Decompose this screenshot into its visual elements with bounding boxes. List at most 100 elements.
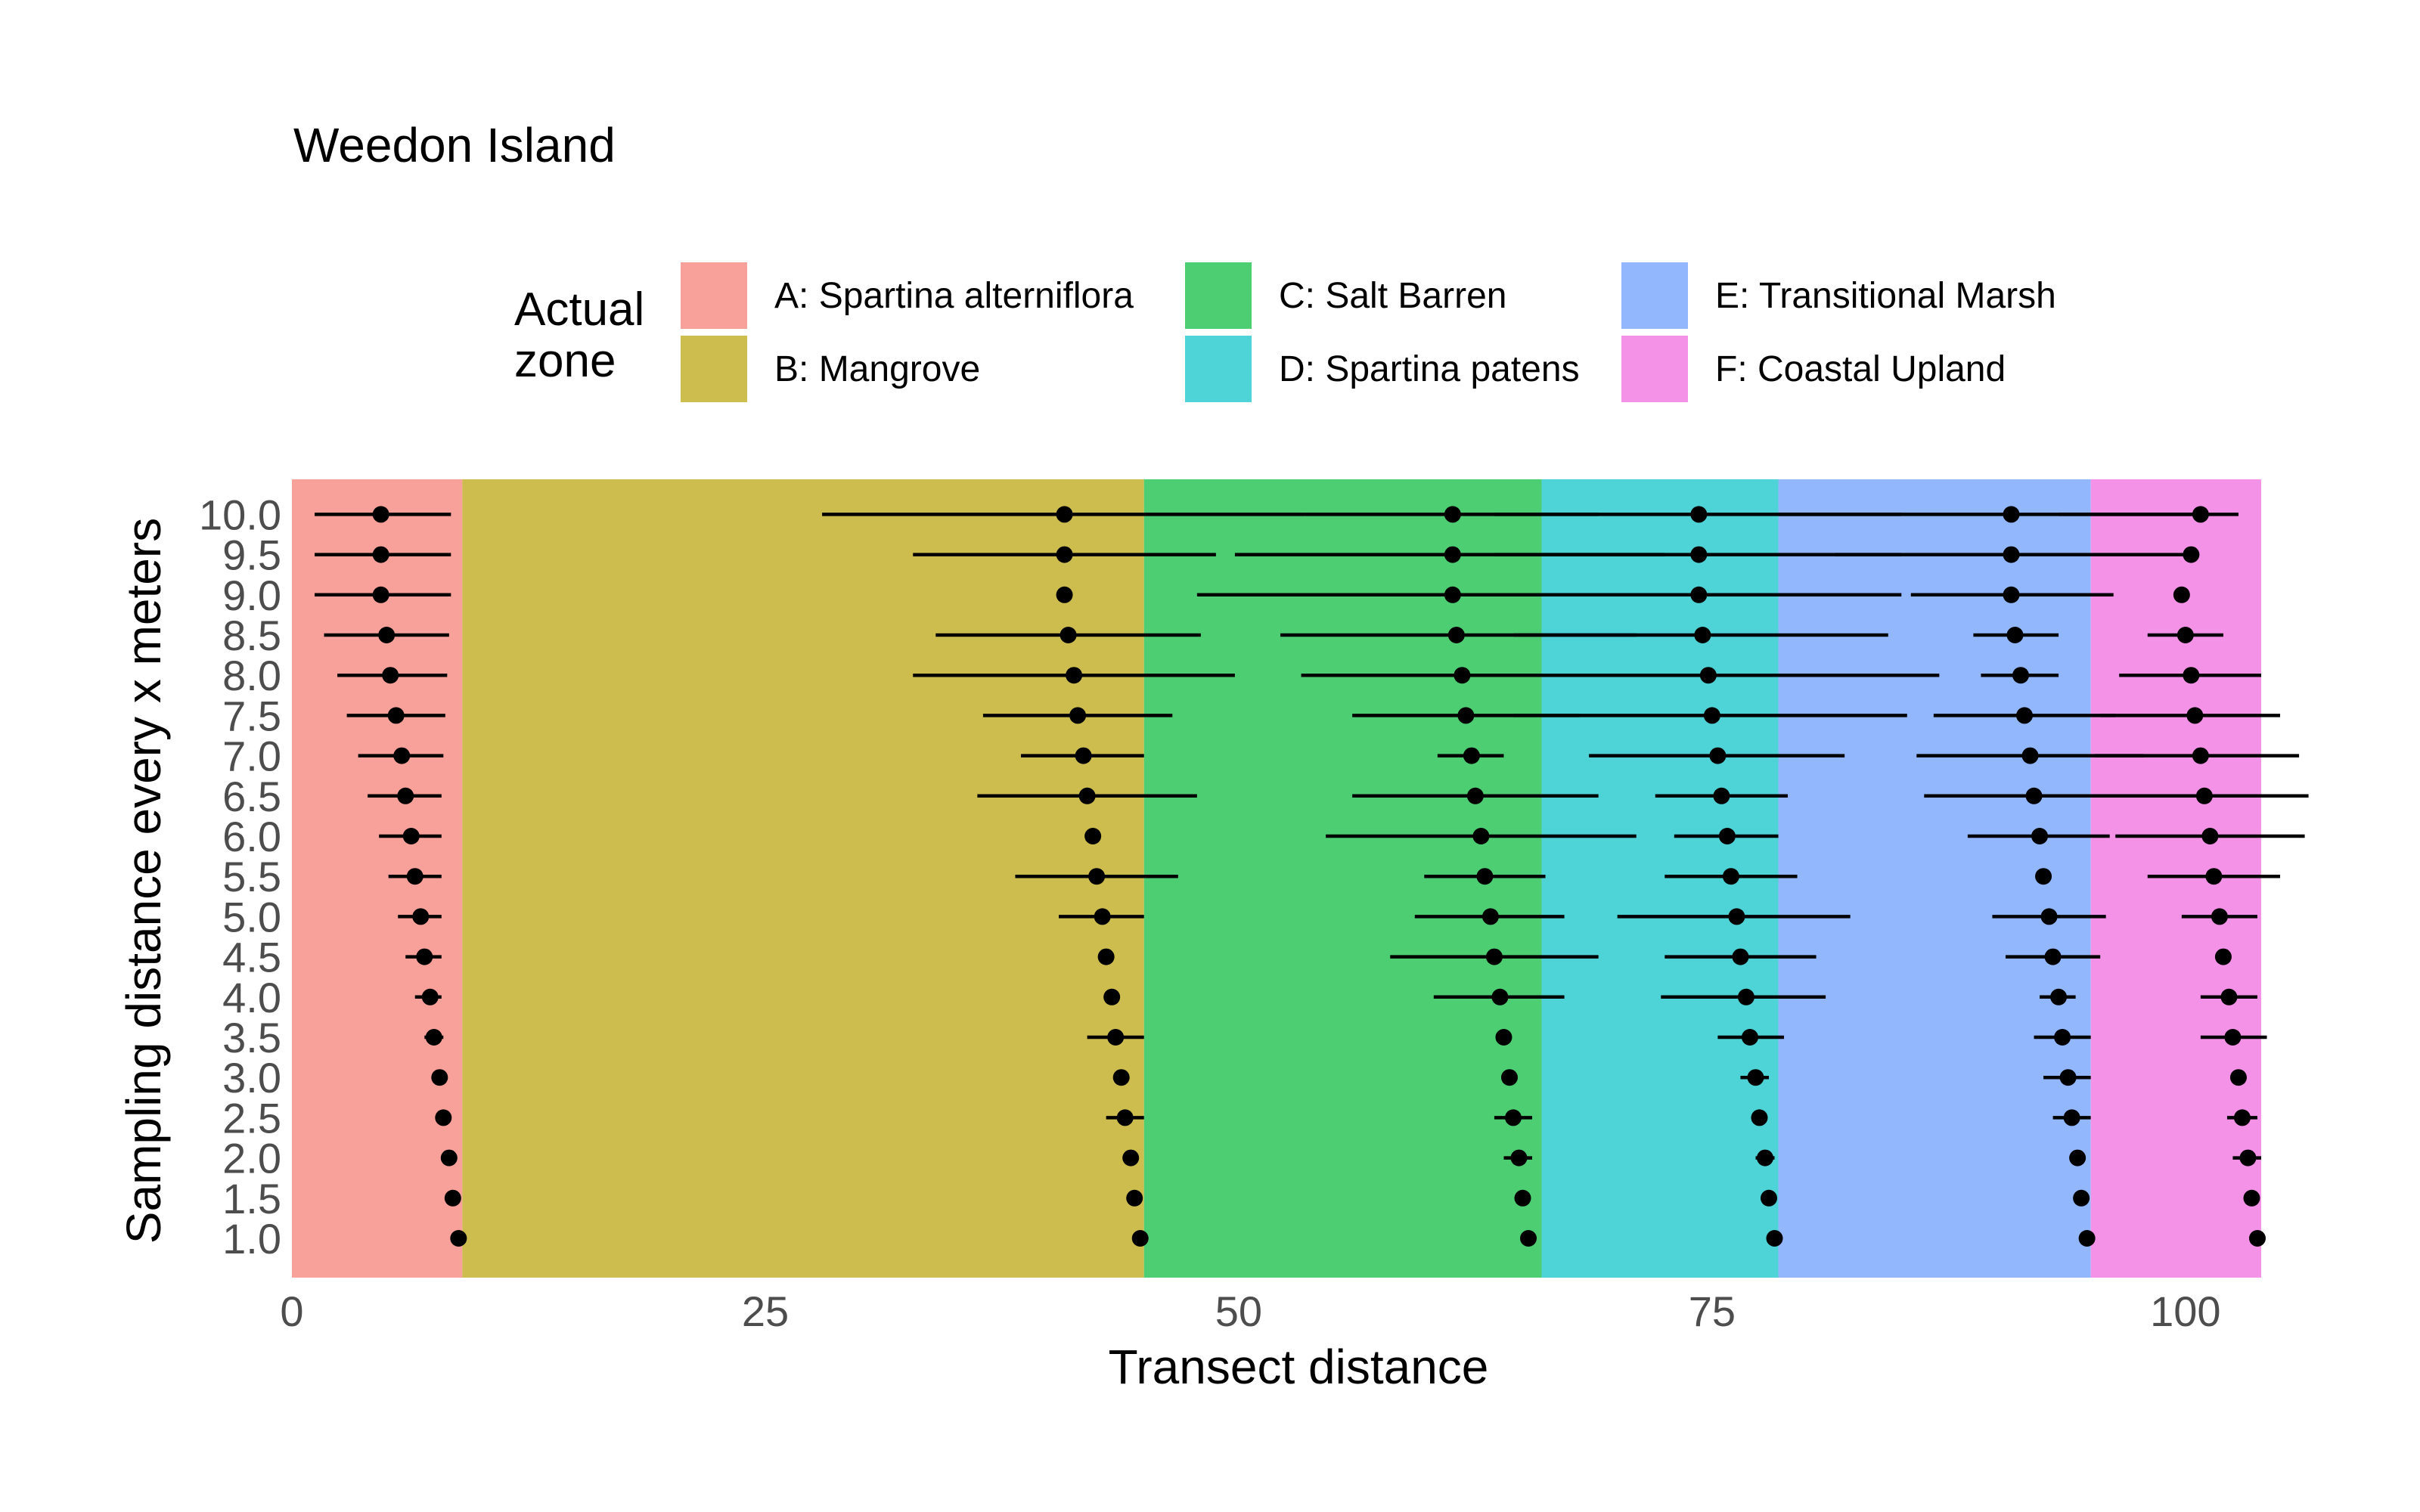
data-point — [1069, 707, 1087, 724]
y-tick-label: 6.0 — [222, 813, 281, 860]
y-tick-label: 1.0 — [222, 1215, 281, 1263]
legend-label-f: F: Coastal Upland — [1715, 349, 2006, 389]
data-point — [1097, 948, 1115, 965]
zone-band-a — [292, 479, 463, 1278]
data-point — [1444, 506, 1461, 523]
data-point — [2186, 707, 2204, 724]
zone-band-f — [2090, 479, 2261, 1278]
data-point — [450, 1230, 467, 1247]
data-point — [2176, 627, 2194, 643]
data-point — [2003, 546, 2020, 563]
data-point — [1728, 908, 1745, 925]
y-tick-label: 4.5 — [222, 934, 281, 981]
legend-label-a: A: Spartina alterniflora — [774, 276, 1134, 316]
zone-band-c — [1143, 479, 1542, 1278]
zone-bands — [292, 479, 2261, 1278]
x-axis: 0 25 50 75 100 — [280, 1287, 2220, 1335]
data-points — [372, 506, 2266, 1247]
data-point — [1112, 1069, 1130, 1086]
legend: Actual zone A: Spartina alterniflora B: M… — [514, 262, 2056, 402]
data-point — [393, 747, 411, 764]
x-tick-label: 25 — [742, 1287, 789, 1335]
data-point — [1722, 868, 1739, 885]
data-point — [2239, 1149, 2257, 1167]
data-point — [1481, 908, 1499, 925]
legend-label-e: E: Transitional Marsh — [1715, 276, 2056, 316]
data-point — [425, 1029, 442, 1046]
data-point — [2003, 506, 2020, 523]
data-point — [1122, 1149, 1140, 1167]
data-point — [2059, 1069, 2077, 1086]
legend-label-b: B: Mangrove — [774, 349, 980, 389]
legend-title: Actual zone — [514, 284, 658, 387]
data-point — [1060, 627, 1077, 643]
data-point — [1690, 546, 1708, 563]
data-point — [1094, 908, 1111, 925]
data-point — [1454, 667, 1471, 684]
data-point — [1709, 747, 1727, 764]
data-point — [2192, 747, 2209, 764]
data-point — [2201, 828, 2219, 844]
y-tick-label: 3.5 — [222, 1014, 281, 1061]
data-point — [1126, 1189, 1143, 1207]
data-point — [372, 546, 389, 563]
data-point — [431, 1069, 448, 1086]
data-point — [440, 1149, 458, 1167]
data-point — [2233, 1109, 2251, 1126]
data-point — [402, 828, 420, 844]
data-point — [444, 1189, 461, 1207]
data-point — [2035, 868, 2052, 885]
legend-title-line-1: Actual — [514, 284, 644, 336]
chart-title: Weedon Island — [293, 118, 616, 172]
data-point — [421, 988, 439, 1005]
data-point — [2078, 1230, 2096, 1247]
data-point — [1485, 948, 1503, 965]
x-tick-label: 0 — [280, 1287, 303, 1335]
y-tick-label: 4.0 — [222, 974, 281, 1021]
data-point — [2054, 1029, 2071, 1046]
data-point — [2195, 787, 2213, 804]
data-point — [1472, 828, 1490, 844]
data-point — [1737, 988, 1754, 1005]
data-point — [2021, 747, 2039, 764]
data-point — [387, 707, 405, 724]
data-point — [2205, 868, 2223, 885]
data-point — [1766, 1230, 1783, 1247]
data-point — [1107, 1029, 1125, 1046]
data-point — [2044, 948, 2062, 965]
data-point — [1444, 586, 1461, 603]
data-point — [1116, 1109, 1134, 1126]
data-point — [2214, 948, 2232, 965]
y-tick-label: 1.5 — [222, 1175, 281, 1222]
x-axis-title: Transect distance — [1109, 1340, 1489, 1394]
data-point — [1463, 747, 1480, 764]
data-point — [2183, 546, 2200, 563]
data-point — [435, 1109, 452, 1126]
data-point — [1690, 586, 1708, 603]
data-point — [382, 667, 399, 684]
data-point — [1703, 707, 1720, 724]
y-tick-label: 8.0 — [222, 652, 281, 699]
y-tick-label: 6.5 — [222, 773, 281, 820]
data-point — [1756, 1149, 1773, 1167]
legend-swatch-a — [681, 262, 747, 329]
zone-band-d — [1541, 479, 1779, 1278]
data-point — [1103, 988, 1121, 1005]
data-point — [1491, 988, 1509, 1005]
data-point — [1747, 1069, 1764, 1086]
data-point — [2173, 586, 2190, 603]
data-point — [1520, 1230, 1537, 1247]
y-tick-label: 2.5 — [222, 1094, 281, 1142]
data-point — [1078, 787, 1096, 804]
data-point — [1447, 627, 1465, 643]
y-tick-label: 9.0 — [222, 572, 281, 619]
y-tick-label: 8.5 — [222, 612, 281, 659]
data-point — [1510, 1149, 1528, 1167]
data-point — [2220, 988, 2238, 1005]
legend-swatch-e — [1621, 262, 1688, 329]
data-point — [2012, 667, 2030, 684]
data-point — [2050, 988, 2068, 1005]
y-tick-label: 5.0 — [222, 893, 281, 940]
data-point — [2229, 1069, 2247, 1086]
legend-label-d: D: Spartina patens — [1279, 349, 1580, 389]
